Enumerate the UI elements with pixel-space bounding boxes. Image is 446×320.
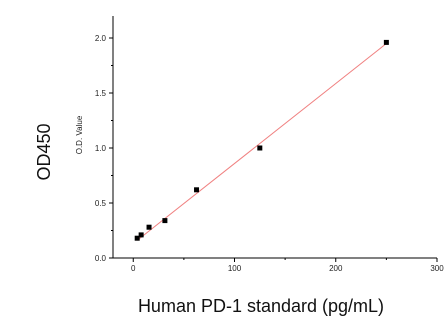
- inner-y-axis-label: O.D. Value: [75, 115, 84, 154]
- data-point: [134, 235, 140, 241]
- x-tick-label: 200: [329, 264, 343, 273]
- x-axis-label: Human PD-1 standard (pg/mL): [138, 296, 384, 316]
- plot-area: 0 100 200 300 0.0 0.5 1.0 1.5 2.0: [95, 16, 444, 273]
- y-tick-label: 1.0: [95, 144, 107, 153]
- fit-line: [136, 43, 387, 241]
- y-tick-label: 0.0: [95, 254, 107, 263]
- data-point: [383, 39, 389, 45]
- outer-y-axis-label: OD450: [34, 123, 54, 180]
- x-tick-label: 100: [228, 264, 242, 273]
- x-tick-label: 0: [131, 264, 136, 273]
- data-point: [257, 145, 263, 151]
- y-tick-label: 1.5: [95, 89, 107, 98]
- y-tick-label: 2.0: [95, 34, 107, 43]
- y-tick-label: 0.5: [95, 199, 107, 208]
- data-point: [138, 232, 144, 238]
- data-point: [194, 187, 200, 193]
- x-tick-label: 300: [430, 264, 444, 273]
- data-point: [162, 218, 168, 224]
- data-point: [146, 224, 152, 230]
